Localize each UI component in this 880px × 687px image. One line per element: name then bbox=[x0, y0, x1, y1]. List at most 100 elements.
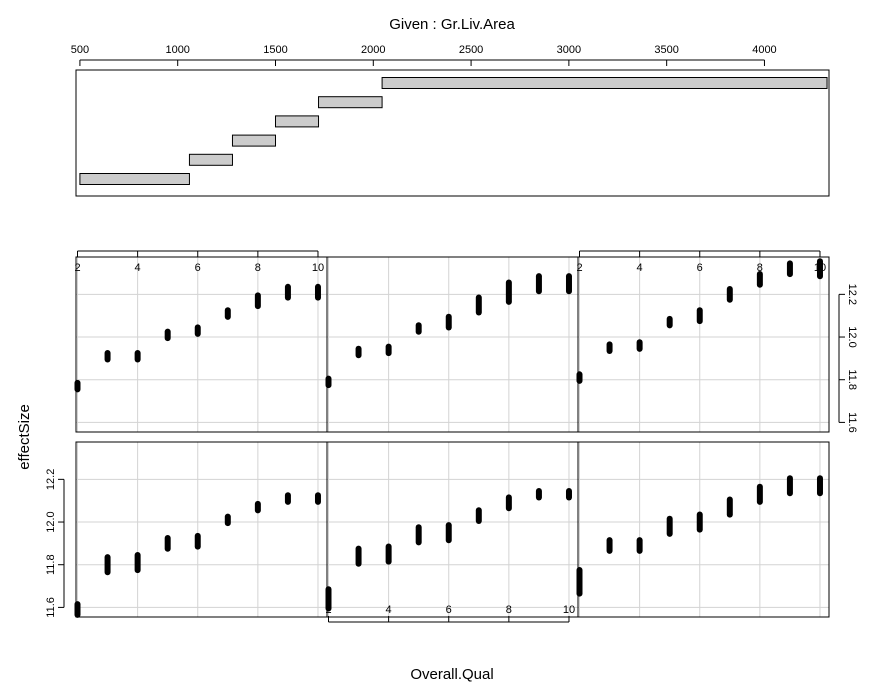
panel-4 bbox=[74, 256, 328, 433]
y-tick-label: 12.2 bbox=[45, 469, 57, 490]
y-tick-label: 12.2 bbox=[846, 284, 858, 305]
data-point bbox=[816, 258, 823, 280]
given-interval-bar bbox=[274, 115, 320, 128]
x-tick-label: 6 bbox=[195, 262, 201, 274]
data-point bbox=[415, 524, 422, 546]
given-axis-ticks: 500 1000 1500 2000 2500 3000 3500 4000 bbox=[71, 44, 777, 66]
data-point bbox=[786, 475, 793, 497]
x-tick-label: 10 bbox=[814, 262, 826, 274]
x-tick-label: 4 bbox=[637, 262, 643, 274]
data-point bbox=[385, 343, 392, 357]
data-point bbox=[505, 279, 512, 305]
x-tick-label: 2 bbox=[576, 262, 582, 274]
given-interval-bar bbox=[188, 153, 233, 166]
panel-frame bbox=[326, 441, 579, 618]
data-point bbox=[606, 537, 613, 554]
panel-axes: 2 4 6 8 10 2 4 6 8 10 2 4 6 8 10 11.6 11.8 12.0 12.2 11.6 11… bbox=[45, 250, 858, 623]
panel-3 bbox=[576, 441, 830, 618]
given-panel-frame bbox=[75, 69, 830, 197]
y-tick-label: 11.6 bbox=[846, 412, 858, 433]
given-title: Given : Gr.Liv.Area bbox=[389, 16, 515, 33]
data-point bbox=[224, 307, 231, 320]
data-point bbox=[164, 534, 171, 552]
given-interval-bars bbox=[79, 77, 828, 185]
data-point bbox=[194, 532, 201, 550]
given-tick-label: 2000 bbox=[361, 44, 385, 56]
data-point bbox=[535, 273, 542, 295]
data-point bbox=[254, 500, 261, 514]
given-panel: 500 1000 1500 2000 2500 3000 3500 4000 bbox=[71, 44, 830, 197]
y-tick-label: 12.0 bbox=[846, 326, 858, 347]
data-point bbox=[284, 492, 291, 505]
panel-frame bbox=[75, 441, 328, 618]
panel-frame bbox=[577, 256, 830, 433]
data-point bbox=[565, 273, 572, 295]
data-point bbox=[134, 552, 141, 574]
conditioning-panels bbox=[74, 256, 830, 618]
x-tick-label: 4 bbox=[135, 262, 141, 274]
data-point bbox=[505, 494, 512, 512]
data-point bbox=[254, 292, 261, 310]
data-point bbox=[475, 507, 482, 525]
given-tick-label: 2500 bbox=[459, 44, 483, 56]
x-tick-label: 8 bbox=[506, 604, 512, 616]
panel-5 bbox=[325, 256, 579, 433]
data-point bbox=[74, 601, 81, 618]
data-point bbox=[355, 545, 362, 567]
given-interval-bar bbox=[318, 96, 383, 109]
data-point bbox=[74, 379, 81, 393]
data-point bbox=[445, 313, 452, 331]
given-interval-bar bbox=[381, 77, 828, 89]
given-tick-label: 3500 bbox=[654, 44, 678, 56]
data-point bbox=[104, 349, 111, 363]
given-tick-label: 3000 bbox=[557, 44, 581, 56]
data-point bbox=[314, 283, 321, 301]
x-tick-label: 8 bbox=[757, 262, 763, 274]
data-point bbox=[314, 492, 321, 505]
data-point bbox=[786, 260, 793, 278]
x-axis-title: Overall.Qual bbox=[410, 666, 493, 683]
y-tick-label: 12.0 bbox=[45, 511, 57, 532]
data-point bbox=[606, 341, 613, 354]
x-tick-label: 2 bbox=[325, 604, 331, 616]
given-tick-label: 1500 bbox=[263, 44, 287, 56]
data-point bbox=[696, 511, 703, 533]
data-point bbox=[576, 566, 583, 597]
data-point bbox=[385, 543, 392, 565]
data-point bbox=[756, 271, 763, 288]
given-tick-label: 4000 bbox=[752, 44, 776, 56]
data-point bbox=[576, 371, 583, 384]
panel-1 bbox=[74, 441, 328, 618]
data-point bbox=[445, 522, 452, 544]
data-point bbox=[636, 339, 643, 352]
data-point bbox=[284, 283, 291, 301]
given-tick-label: 500 bbox=[71, 44, 89, 56]
data-point bbox=[816, 475, 823, 497]
given-tick-label: 1000 bbox=[165, 44, 189, 56]
panel-frame bbox=[75, 256, 328, 433]
y-tick-label: 11.8 bbox=[45, 554, 57, 575]
x-tick-label: 6 bbox=[697, 262, 703, 274]
x-tick-label: 6 bbox=[446, 604, 452, 616]
data-point bbox=[164, 328, 171, 342]
data-point bbox=[325, 375, 332, 389]
given-interval-bar bbox=[79, 173, 190, 185]
data-point bbox=[475, 294, 482, 316]
data-point bbox=[104, 554, 111, 576]
y-axis-title: effectSize bbox=[16, 404, 33, 470]
y-tick-label: 11.8 bbox=[846, 369, 858, 390]
data-point bbox=[535, 488, 542, 501]
data-point bbox=[696, 307, 703, 325]
data-point bbox=[224, 513, 231, 527]
y-tick-label: 11.6 bbox=[45, 597, 57, 618]
data-point bbox=[756, 483, 763, 505]
data-point bbox=[666, 315, 673, 329]
data-point bbox=[636, 537, 643, 554]
x-tick-label: 10 bbox=[563, 604, 575, 616]
x-tick-label: 4 bbox=[386, 604, 392, 616]
data-point bbox=[194, 324, 201, 337]
panel-2 bbox=[325, 441, 579, 618]
x-tick-label: 8 bbox=[255, 262, 261, 274]
data-point bbox=[726, 285, 733, 303]
